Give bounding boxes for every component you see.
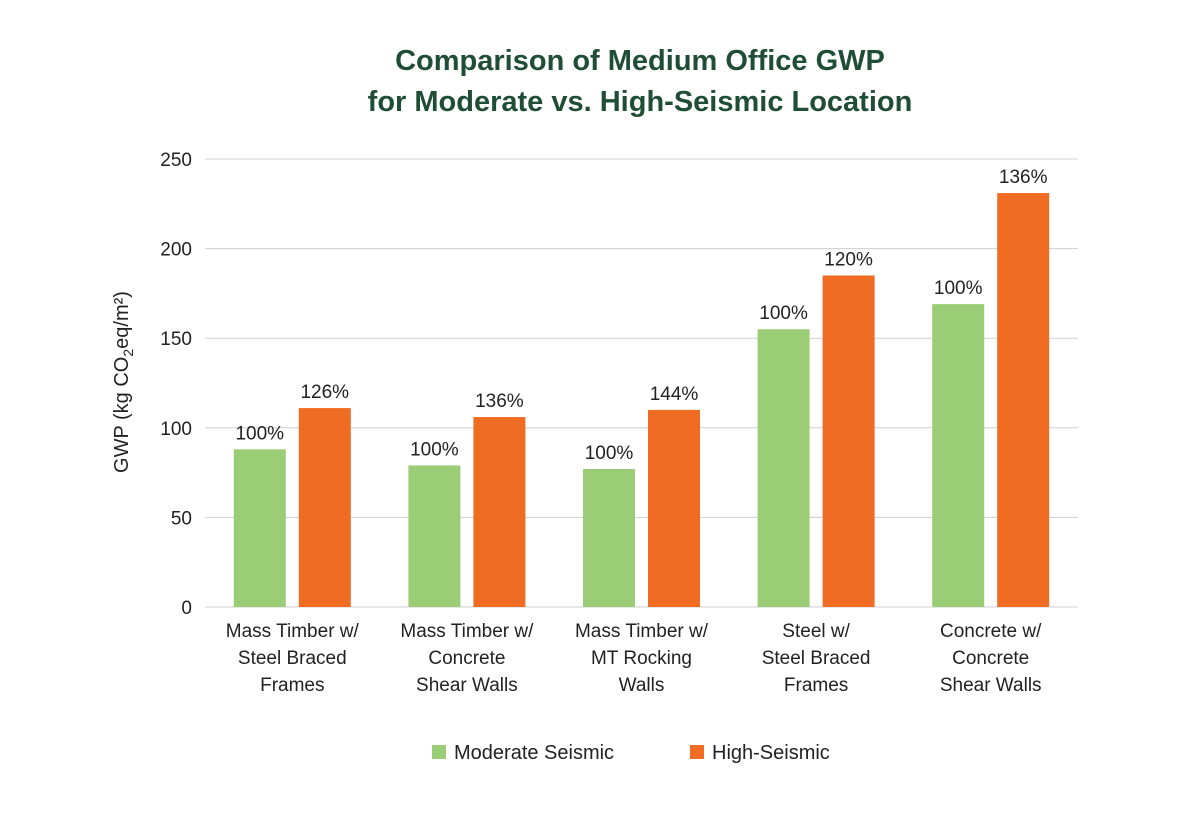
x-category-label-4-line-1: Concrete [952,648,1029,669]
chart-title-line-2: for Moderate vs. High-Seismic Location [368,86,913,118]
x-category-label-3-line-2: Frames [784,675,848,696]
x-category-label-2-line-2: Walls [619,675,665,696]
data-label-high-3: 120% [824,249,873,270]
x-category-label-4-line-2: Shear Walls [940,675,1042,696]
data-label-high-4: 136% [999,167,1048,188]
data-label-moderate-2: 100% [585,443,634,464]
bar-high-2 [648,409,700,607]
x-category-label-1-line-1: Concrete [428,648,505,669]
legend-swatch-moderate [432,745,446,759]
x-category-label-2-line-0: Mass Timber w/ [575,621,709,642]
y-tick-label-200: 200 [160,240,192,261]
chart-title: Comparison of Medium Office GWP for Mode… [368,45,913,118]
y-axis-title-unit: eq/m²) [111,291,133,349]
data-label-high-1: 136% [475,391,524,412]
x-category-label-1-line-2: Shear Walls [416,675,518,696]
bar-moderate-2 [583,469,635,607]
y-axis-title-main: GWP (kg CO [111,357,133,473]
legend: Moderate Seismic High-Seismic [432,742,830,764]
legend-label-high: High-Seismic [712,742,830,764]
bar-high-4 [997,193,1050,607]
y-tick-label-100: 100 [160,419,192,440]
bar-high-1 [473,417,526,607]
bar-high-3 [822,275,875,607]
x-category-label-4-line-0: Concrete w/ [940,621,1042,642]
bar-moderate-3 [757,329,810,607]
data-label-moderate-4: 100% [934,278,983,299]
bar-moderate-0 [233,449,286,607]
x-axis-categories: Mass Timber w/Steel Braced Frames Mass Tim… [226,621,1042,696]
x-category-label-0-line-2: Frames [260,675,324,696]
data-label-moderate-1: 100% [410,439,459,460]
legend-label-moderate: Moderate Seismic [454,742,614,764]
chart-title-line-1: Comparison of Medium Office GWP [395,45,885,77]
data-label-high-2: 144% [650,384,699,405]
y-axis-title-subscript: 2 [120,349,136,357]
x-category-label-1-line-0: Mass Timber w/ [400,621,534,642]
y-tick-label-0: 0 [181,598,192,619]
y-tick-label-50: 50 [171,508,192,529]
x-category-label-2-line-1: MT Rocking [591,648,692,669]
y-axis-ticks: 0 50 100 150 200 250 [160,150,192,619]
x-category-label-0-line-1: Steel Braced [238,648,347,669]
data-label-moderate-3: 100% [759,303,808,324]
x-category-label-0-line-0: Mass Timber w/ [226,621,360,642]
bar-moderate-4 [932,304,985,607]
legend-swatch-high [690,745,704,759]
x-category-label-3-line-0: Steel w/ [782,621,850,642]
bars [233,193,1050,607]
y-tick-label-150: 150 [160,329,192,350]
data-label-moderate-0: 100% [235,423,284,444]
data-label-high-0: 126% [300,382,349,403]
y-tick-label-250: 250 [160,150,192,171]
bar-high-0 [298,408,351,607]
x-category-label-3-line-1: Steel Braced [762,648,871,669]
bar-moderate-1 [408,465,461,607]
y-axis-title: GWP (kg CO2eq/m²) [111,291,136,473]
data-labels: 100% 126% 100% 136% 100% 144% 100% 120% 100% 136% [235,167,1047,464]
